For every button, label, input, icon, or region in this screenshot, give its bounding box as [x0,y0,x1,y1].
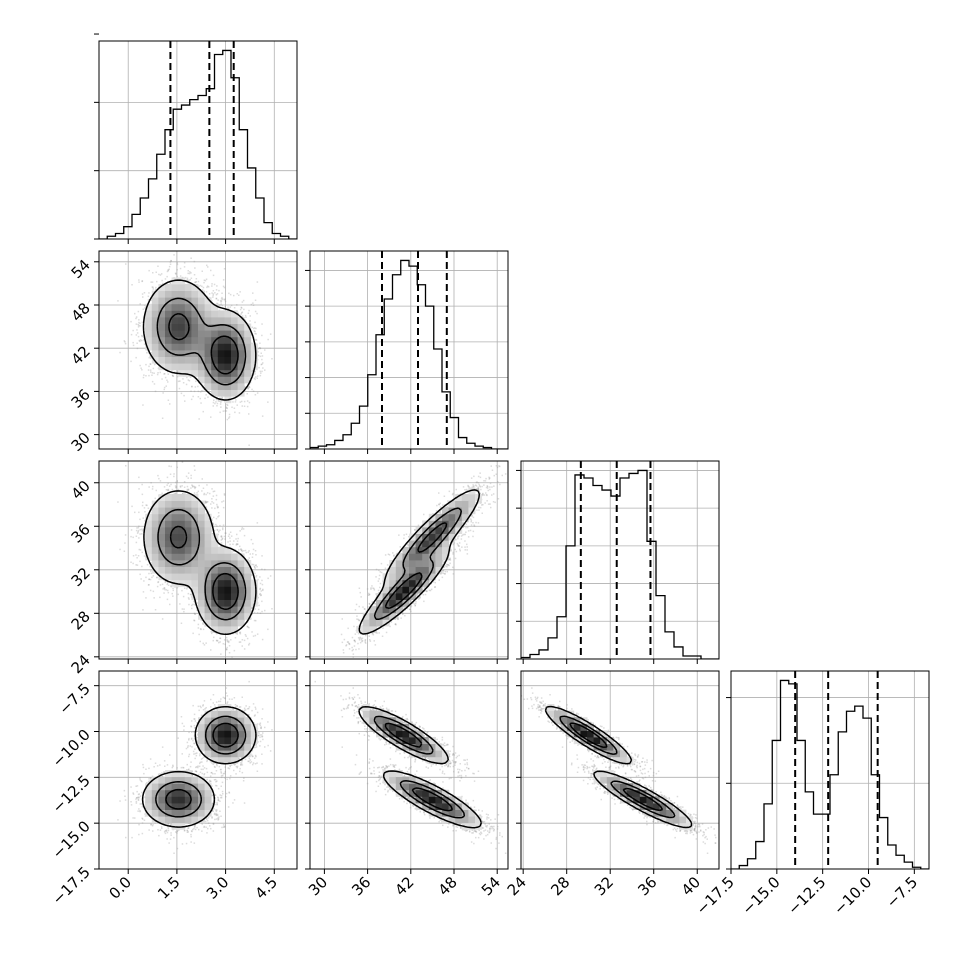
contour-level-1 [157,508,247,621]
histogram-0 [99,49,297,239]
density-shading [356,487,482,633]
density-shading [145,494,258,633]
x-tick-label: 3.0 [203,873,233,903]
x-tick-label: 30 [305,873,331,899]
panel-frame [98,670,298,870]
x-tick-label: 36 [348,873,374,899]
contour-level-2 [569,722,664,812]
x-tick-label: −12.5 [784,873,829,918]
y-tick-label: −15.0 [49,817,94,862]
y-tick-label: 54 [68,256,94,282]
density-shading [547,704,693,830]
x-tick-label: −10.0 [830,873,875,918]
contour-level-1 [156,297,247,386]
contour-level-0 [142,279,257,401]
panel-2-1 [305,460,509,664]
y-tick-label: −12.5 [49,771,94,816]
gridlines [310,251,508,449]
contour-level-0 [143,490,257,636]
x-tick-label: 24 [504,873,530,899]
gridlines [731,671,929,869]
x-tick-label: −7.5 [883,873,921,911]
histogram-1 [310,259,508,449]
x-tick-label: 32 [591,873,617,899]
x-tick-label: 48 [435,873,461,899]
panel-frame [309,670,509,870]
gridlines [99,41,297,239]
histogram-3 [731,679,929,869]
density-shading [362,704,482,830]
gridlines [99,671,297,869]
contour-level-1 [373,715,466,819]
panel-2-2 [516,460,720,664]
y-tick-label: 30 [68,429,94,455]
panel-frame [98,40,298,240]
y-tick-label: 40 [68,477,94,503]
contour-level-1 [559,715,676,819]
histogram-2 [521,469,719,659]
contour-level-0 [544,705,693,829]
x-tick-label: 28 [547,873,573,899]
panel-0-0 [94,33,298,244]
panel-frame [98,460,298,660]
x-tick-label: 36 [634,873,660,899]
panel-3-2: 24 28 32 36 40 [504,670,720,899]
x-tick-label: 4.5 [252,873,282,903]
scatter-points [521,687,719,854]
y-tick-label: −17.5 [49,863,94,908]
contour-level-0 [358,489,481,635]
panel-frame [309,460,509,660]
contour-level-2 [169,525,239,610]
panel-frame [520,670,720,870]
x-tick-label: 0.0 [105,873,135,903]
contour-level-2 [165,722,239,810]
density-shading [145,277,258,404]
panel-frame [520,460,720,660]
y-tick-label: 36 [68,386,94,412]
y-tick-label: −10.0 [49,726,94,771]
y-tick-label: 28 [68,607,94,633]
x-tick-label: −17.5 [693,873,738,918]
y-tick-label: −7.5 [55,680,93,718]
y-tick-label: 48 [68,299,94,325]
contour-level-2 [168,312,239,375]
x-tick-label: 1.5 [154,873,184,903]
x-tick-label: 40 [678,873,704,899]
y-tick-label: 36 [68,520,94,546]
x-tick-label: 42 [391,873,417,899]
panel-3-0: 0.0 1.5 3.0 4.5 −17.5−15.0−12.5−10.0 −7.5 [49,670,298,908]
contour-level-0 [358,705,483,829]
x-tick-label: −15.0 [738,873,783,918]
contour-level-1 [155,715,247,818]
gridlines [521,671,719,869]
contour-level-0 [141,705,257,828]
y-tick-label: 24 [68,651,94,677]
panel-2-0: 24 28 32 36 40 [68,460,298,677]
y-tick-label: 32 [68,564,94,590]
panel-3-1: 30 36 42 48 54 [305,670,509,899]
contour-level-1 [373,507,463,620]
y-tick-label: 42 [68,342,94,368]
contour-level-2 [384,522,448,610]
scatter-points [117,680,273,854]
panel-frame [98,250,298,450]
panel-frame [730,670,930,870]
panel-1-0: 30 36 42 48 54 [68,250,298,455]
panel-1-1 [305,250,509,454]
contour-level-2 [384,722,454,812]
gridlines [521,461,719,659]
scatter-points [314,680,507,854]
panel-3-3: −17.5 −15.0 −12.5 −10.0 −7.5 [693,670,930,918]
panel-frame [309,250,509,450]
x-tick-label: 54 [478,873,504,899]
